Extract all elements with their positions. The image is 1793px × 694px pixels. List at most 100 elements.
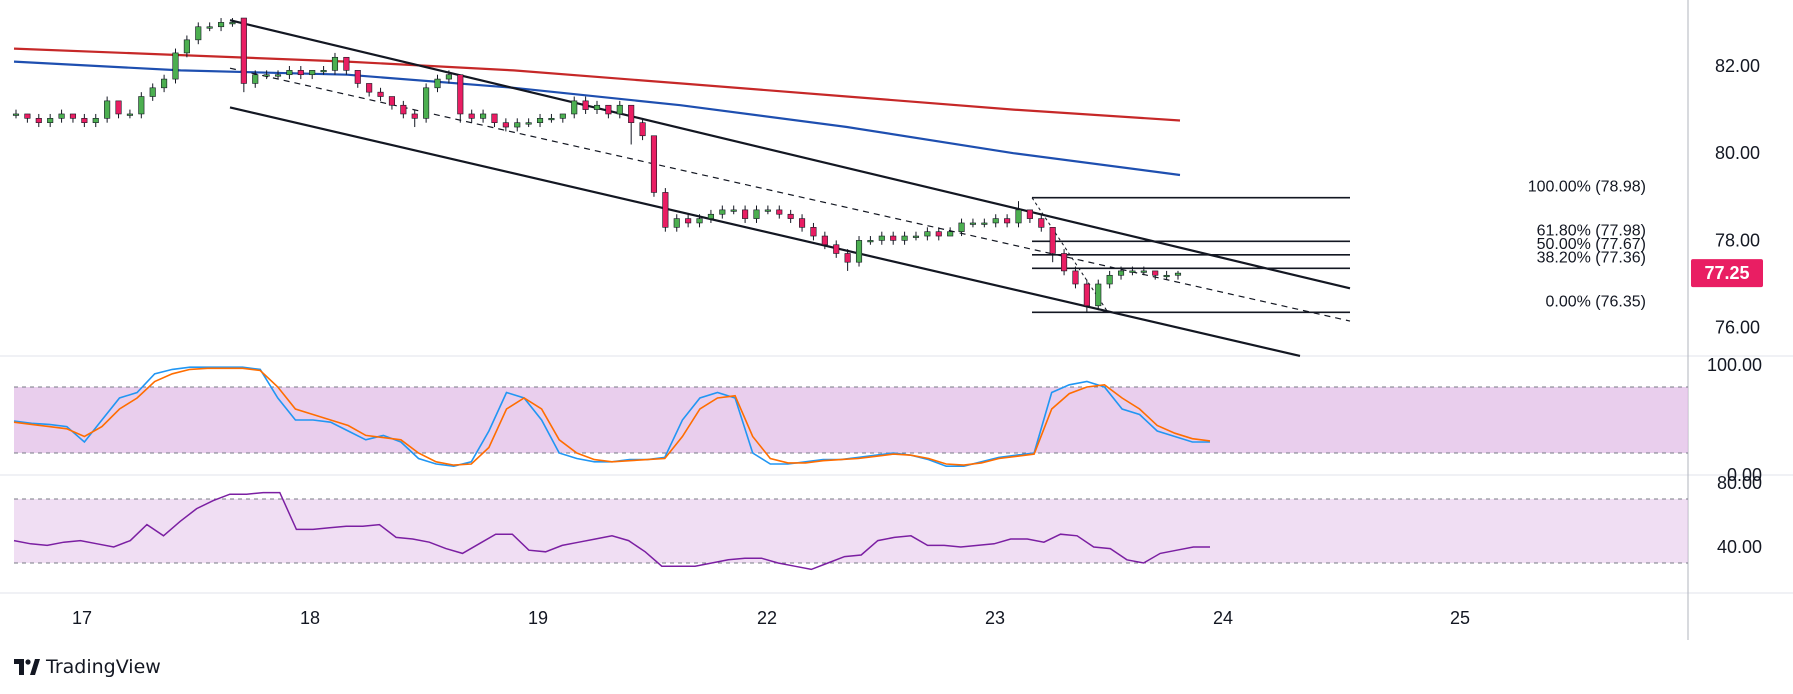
current-price-tag <box>1691 259 1763 288</box>
price-axis-tick: 80.00 <box>1715 143 1760 163</box>
stochastic-band <box>14 387 1688 453</box>
candle-bearish <box>821 235 828 246</box>
candle-bullish <box>901 235 908 241</box>
candle-bullish <box>149 87 156 97</box>
candle-bearish <box>24 113 31 119</box>
candle-bullish <box>445 74 452 80</box>
time-axis-label: 22 <box>757 608 777 628</box>
rsi-axis-tick: 80.00 <box>1717 473 1762 493</box>
candle-bullish <box>753 209 760 219</box>
candle-bullish <box>229 22 236 25</box>
candle-bullish <box>525 122 532 125</box>
candle-bullish <box>263 74 270 77</box>
candle-bearish <box>411 113 418 119</box>
candle-bearish <box>69 113 77 119</box>
candle-bullish <box>286 70 293 76</box>
candle-bearish <box>776 209 783 215</box>
stochastic-axis-tick: 0.00 <box>1727 465 1762 485</box>
candle-bullish <box>1095 283 1102 307</box>
candle-bullish <box>764 209 771 212</box>
time-axis-label: 24 <box>1213 608 1233 628</box>
candle-bearish <box>457 74 464 115</box>
candle-bearish <box>685 218 692 224</box>
candle-bullish <box>480 113 487 119</box>
candle-bearish <box>890 235 897 241</box>
channel-midline[interactable] <box>229 67 1351 322</box>
candle-bearish <box>81 118 88 123</box>
moving-average-blue <box>13 60 1181 177</box>
candle-bearish <box>605 104 612 115</box>
channel-lower-line[interactable] <box>229 106 1301 358</box>
candle-bullish <box>1106 274 1113 285</box>
candle-bullish <box>58 113 65 119</box>
candle-bearish <box>491 113 498 123</box>
candle-bullish <box>924 231 931 237</box>
candle-bullish <box>218 22 225 28</box>
candle-bullish <box>947 231 954 237</box>
candle-bullish <box>593 104 601 110</box>
candle-bullish <box>867 240 874 243</box>
candle-bullish <box>172 52 179 80</box>
candle-bullish <box>195 26 202 41</box>
candle-bearish <box>400 104 407 115</box>
candle-bullish <box>992 218 999 224</box>
candle-bearish <box>343 56 350 71</box>
candle-bearish <box>742 209 749 219</box>
candle-bullish <box>1129 270 1136 273</box>
rsi-line <box>13 491 1210 571</box>
brand-footer: TradingView <box>14 656 161 678</box>
candle-bullish <box>696 218 703 224</box>
candle-bearish <box>115 100 122 115</box>
candle-bullish <box>559 113 566 119</box>
candle-bullish <box>309 70 316 76</box>
candle-bullish <box>92 118 99 123</box>
candle-bullish <box>274 74 282 77</box>
candle-bullish <box>1117 270 1125 276</box>
price-axis-tick: 78.00 <box>1715 230 1760 250</box>
fib-level-label: 38.20% (77.36) <box>1537 249 1646 266</box>
candle-bullish <box>730 209 737 212</box>
candle-bullish <box>1163 274 1170 278</box>
candle-bearish <box>662 192 669 228</box>
time-axis-label: 19 <box>528 608 548 628</box>
candle-bullish <box>331 56 339 71</box>
candle-bullish <box>434 78 441 89</box>
candle-bearish <box>240 17 247 84</box>
candle-bearish <box>787 213 794 219</box>
candle-bearish <box>1049 227 1056 254</box>
fib-level-label: 50.00% (77.67) <box>1537 236 1646 253</box>
candle-bullish <box>707 213 714 219</box>
rsi-band <box>14 499 1688 563</box>
candle-bearish <box>628 104 635 123</box>
candle-bullish <box>855 240 863 263</box>
candle-bullish <box>548 118 555 121</box>
rsi-axis-tick: 40.00 <box>1717 537 1762 557</box>
candle-bearish <box>35 118 42 123</box>
candle-bullish <box>912 235 920 238</box>
candle-bearish <box>1026 209 1033 219</box>
candle-bearish <box>297 70 304 76</box>
candle-bearish <box>639 122 646 137</box>
fib-level-label: 61.80% (77.98) <box>1537 222 1646 239</box>
candle-bearish <box>1038 218 1045 228</box>
price-axis-tick: 82.00 <box>1715 56 1760 76</box>
candle-bearish <box>468 113 475 119</box>
stochastic-d-line <box>13 367 1211 466</box>
candle-bearish <box>1004 218 1011 224</box>
candle-bearish <box>502 122 509 128</box>
price-axis-tick: 76.00 <box>1715 318 1760 338</box>
candle-bullish <box>969 222 976 225</box>
candle-bullish <box>1174 272 1182 276</box>
candle-bullish <box>719 209 726 215</box>
tradingview-logo-icon <box>14 659 40 675</box>
candle-bearish <box>833 244 840 254</box>
candle-bearish <box>366 83 373 93</box>
candle-bearish <box>810 227 817 237</box>
moving-average-red <box>13 47 1181 122</box>
candle-bullish <box>1140 270 1147 273</box>
channel-upper-line[interactable] <box>229 19 1351 290</box>
time-axis-label: 17 <box>72 608 92 628</box>
candle-bullish <box>47 118 54 123</box>
candle-bullish <box>514 122 521 128</box>
